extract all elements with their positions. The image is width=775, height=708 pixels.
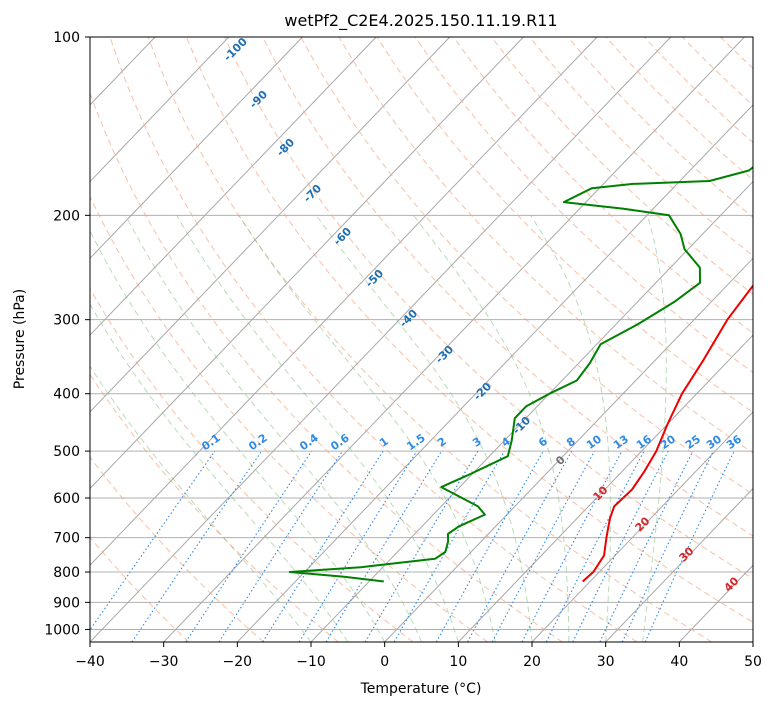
isotherm-line <box>90 37 524 490</box>
x-tick-label: 50 <box>744 654 762 670</box>
y-tick-label: 800 <box>53 565 80 581</box>
isotherm-line <box>531 411 753 642</box>
isotherm-line <box>163 37 745 642</box>
y-axis-ticks: 100 200 300 400 500 600 700 800 900 1000 <box>44 30 90 638</box>
isotherm-line <box>90 37 303 260</box>
mixing-ratio-line <box>218 450 343 642</box>
y-tick-label: 100 <box>53 30 80 46</box>
y-tick-label: 700 <box>53 531 80 547</box>
moist-adiabats <box>90 215 667 642</box>
dry-adiabat <box>491 37 753 295</box>
x-tick-label: 10 <box>449 654 467 670</box>
moist-adiabat <box>90 365 312 642</box>
mixing-ratio-line <box>185 450 313 642</box>
mixing-ratio-line <box>298 450 418 642</box>
mixing-ratio-line <box>90 450 216 631</box>
sounding-curves <box>288 165 753 583</box>
x-tick-label: −20 <box>223 654 253 670</box>
dry-adiabat <box>109 37 638 642</box>
moist-adiabat <box>90 303 349 642</box>
moist-adiabat <box>125 215 422 642</box>
moist-adiabat <box>530 215 611 642</box>
x-tick-label: −30 <box>149 654 179 670</box>
mixing-ratio-line <box>325 450 443 642</box>
x-tick-label: −40 <box>75 654 105 670</box>
isotherm-line <box>236 104 753 642</box>
dry-adiabats <box>90 37 753 642</box>
dry-adiabat <box>376 37 753 413</box>
temperature-curve <box>582 284 753 583</box>
dry-adiabat <box>90 195 488 642</box>
y-tick-label: 400 <box>53 387 80 403</box>
y-tick-label: 200 <box>53 208 80 224</box>
x-tick-label: 20 <box>523 654 541 670</box>
y-tick-label: 600 <box>53 491 80 507</box>
isotherm-line <box>457 334 753 642</box>
dry-adiabat <box>452 37 753 334</box>
gridlines <box>90 37 753 630</box>
skewed-isotherms <box>90 37 753 642</box>
dewpoint-curve <box>288 165 753 583</box>
isotherm-line <box>90 37 230 183</box>
moist-adiabat <box>90 229 386 642</box>
y-axis-label: Pressure (hPa) <box>12 289 28 389</box>
y-tick-label: 500 <box>53 444 80 460</box>
moist-adiabat <box>315 215 533 642</box>
mixing-ratio-line <box>435 450 544 642</box>
dry-adiabat <box>90 287 414 642</box>
mixing-ratio-line <box>491 450 595 642</box>
dry-adiabat <box>414 37 753 374</box>
x-tick-label: 0 <box>380 654 389 670</box>
dry-adiabat <box>185 37 753 623</box>
dry-adiabat <box>90 91 563 642</box>
isotherm-line <box>605 487 753 642</box>
chart-title: wetPf2_C2E4.2025.150.11.19.R11 <box>284 11 557 31</box>
dry-adiabat <box>90 456 264 642</box>
isotherm-line <box>90 37 377 336</box>
plot-frame <box>89 36 754 643</box>
moist-adiabat <box>642 215 667 642</box>
y-tick-label: 300 <box>53 313 80 329</box>
mixing-ratio-lines <box>90 450 735 642</box>
x-tick-label: 30 <box>597 654 615 670</box>
dry-adiabat <box>147 37 712 642</box>
x-tick-label: 40 <box>670 654 688 670</box>
isotherm-line <box>90 37 672 642</box>
x-axis-label: Temperature (°C) <box>360 681 482 697</box>
isotherm-line <box>384 257 753 642</box>
moist-adiabat <box>413 215 570 642</box>
mixing-ratio-line <box>572 450 669 642</box>
x-tick-label: −10 <box>296 654 326 670</box>
isotherm-line <box>90 37 598 566</box>
isotherm-line <box>90 37 451 413</box>
y-tick-label: 900 <box>53 595 80 611</box>
mixing-ratio-line <box>131 450 263 642</box>
mixing-ratio-line <box>467 450 573 642</box>
x-axis-ticks: −40 −30 −20 −10 0 10 20 30 40 50 <box>75 642 762 670</box>
y-tick-label: 1000 <box>44 622 80 638</box>
moist-adiabat <box>238 215 496 642</box>
